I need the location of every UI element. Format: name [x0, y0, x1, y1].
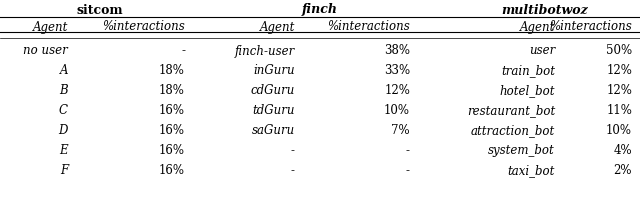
Text: E: E: [60, 144, 68, 157]
Text: taxi_bot: taxi_bot: [508, 164, 555, 177]
Text: 18%: 18%: [159, 84, 185, 97]
Text: -: -: [406, 164, 410, 177]
Text: A: A: [60, 64, 68, 77]
Text: inGuru: inGuru: [253, 64, 295, 77]
Text: 7%: 7%: [392, 124, 410, 137]
Text: -: -: [181, 44, 185, 57]
Text: 16%: 16%: [159, 124, 185, 137]
Text: 11%: 11%: [606, 104, 632, 117]
Text: 16%: 16%: [159, 164, 185, 177]
Text: finch: finch: [302, 3, 338, 16]
Text: B: B: [60, 84, 68, 97]
Text: -: -: [291, 144, 295, 157]
Text: Agent: Agent: [520, 20, 555, 33]
Text: C: C: [59, 104, 68, 117]
Text: hotel_bot: hotel_bot: [499, 84, 555, 97]
Text: attraction_bot: attraction_bot: [471, 124, 555, 137]
Text: -: -: [291, 164, 295, 177]
Text: 16%: 16%: [159, 144, 185, 157]
Text: -: -: [406, 144, 410, 157]
Text: no user: no user: [23, 44, 68, 57]
Text: tdGuru: tdGuru: [253, 104, 295, 117]
Text: restaurant_bot: restaurant_bot: [467, 104, 555, 117]
Text: 12%: 12%: [606, 84, 632, 97]
Text: 50%: 50%: [606, 44, 632, 57]
Text: Agent: Agent: [33, 20, 68, 33]
Text: saGuru: saGuru: [252, 124, 295, 137]
Text: 38%: 38%: [384, 44, 410, 57]
Text: %interactions: %interactions: [549, 20, 632, 33]
Text: 16%: 16%: [159, 104, 185, 117]
Text: 4%: 4%: [613, 144, 632, 157]
Text: %interactions: %interactions: [327, 20, 410, 33]
Text: cdGuru: cdGuru: [251, 84, 295, 97]
Text: finch-user: finch-user: [235, 44, 295, 57]
Text: system_bot: system_bot: [488, 144, 555, 157]
Text: Agent: Agent: [260, 20, 295, 33]
Text: 12%: 12%: [384, 84, 410, 97]
Text: train_bot: train_bot: [501, 64, 555, 77]
Text: 18%: 18%: [159, 64, 185, 77]
Text: 2%: 2%: [614, 164, 632, 177]
Text: multibotwoz: multibotwoz: [502, 3, 588, 16]
Text: 33%: 33%: [384, 64, 410, 77]
Text: 10%: 10%: [384, 104, 410, 117]
Text: user: user: [529, 44, 555, 57]
Text: sitcom: sitcom: [77, 3, 124, 16]
Text: F: F: [60, 164, 68, 177]
Text: D: D: [59, 124, 68, 137]
Text: 12%: 12%: [606, 64, 632, 77]
Text: 10%: 10%: [606, 124, 632, 137]
Text: %interactions: %interactions: [102, 20, 185, 33]
